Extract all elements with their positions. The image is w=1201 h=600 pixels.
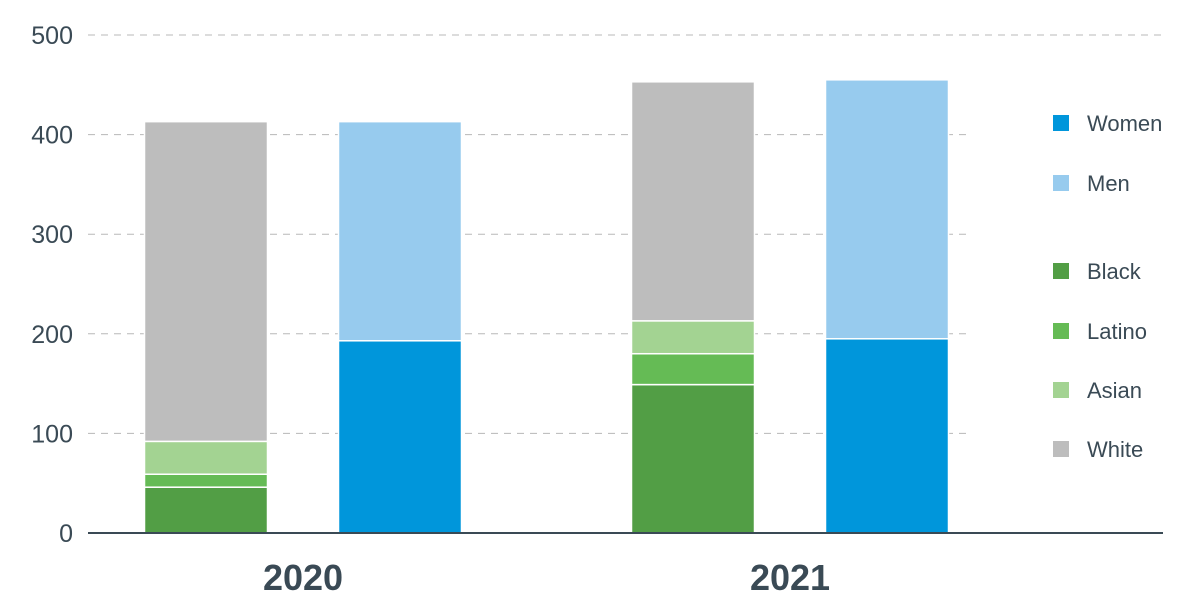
bar-2020-women xyxy=(337,340,463,534)
bar-2020-black xyxy=(143,486,269,534)
y-tick-label-400: 400 xyxy=(31,122,73,150)
y-tick-label-100: 100 xyxy=(31,420,73,448)
legend-label-women: Women xyxy=(1087,111,1162,136)
bar-2020-asian xyxy=(143,440,269,475)
bar-2020-white xyxy=(143,120,269,443)
legend-label-latino: Latino xyxy=(1087,319,1147,344)
bar-2020-latino xyxy=(143,473,269,488)
bar-2021-women xyxy=(824,338,950,534)
legend-label-white: White xyxy=(1087,437,1143,462)
bars xyxy=(143,79,950,534)
legend: Women Men Black Latino Asian White xyxy=(1053,111,1162,462)
legend-swatch-women xyxy=(1053,115,1069,131)
y-tick-label-300: 300 xyxy=(31,221,73,249)
x-category-label-2021: 2021 xyxy=(750,557,830,598)
y-tick-label-0: 0 xyxy=(59,520,73,548)
y-tick-label-200: 200 xyxy=(31,321,73,349)
bar-2021-black xyxy=(630,383,756,534)
legend-swatch-white xyxy=(1053,441,1069,457)
y-tick-label-500: 500 xyxy=(31,22,73,50)
bar-2021-white xyxy=(630,81,756,322)
legend-label-men: Men xyxy=(1087,171,1130,196)
legend-swatch-latino xyxy=(1053,323,1069,339)
bar-2021-latino xyxy=(630,352,756,386)
bar-2021-asian xyxy=(630,320,756,355)
legend-swatch-black xyxy=(1053,263,1069,279)
legend-label-asian: Asian xyxy=(1087,378,1142,403)
bar-2020-men xyxy=(337,120,463,342)
x-category-label-2020: 2020 xyxy=(263,557,343,598)
legend-label-black: Black xyxy=(1087,259,1142,284)
bar-2021-men xyxy=(824,79,950,340)
legend-swatch-men xyxy=(1053,175,1069,191)
x-axis-category-labels: 2020 2021 xyxy=(263,557,830,598)
legend-swatch-asian xyxy=(1053,382,1069,398)
y-axis-tick-labels: 0 100 200 300 400 500 xyxy=(31,22,73,548)
